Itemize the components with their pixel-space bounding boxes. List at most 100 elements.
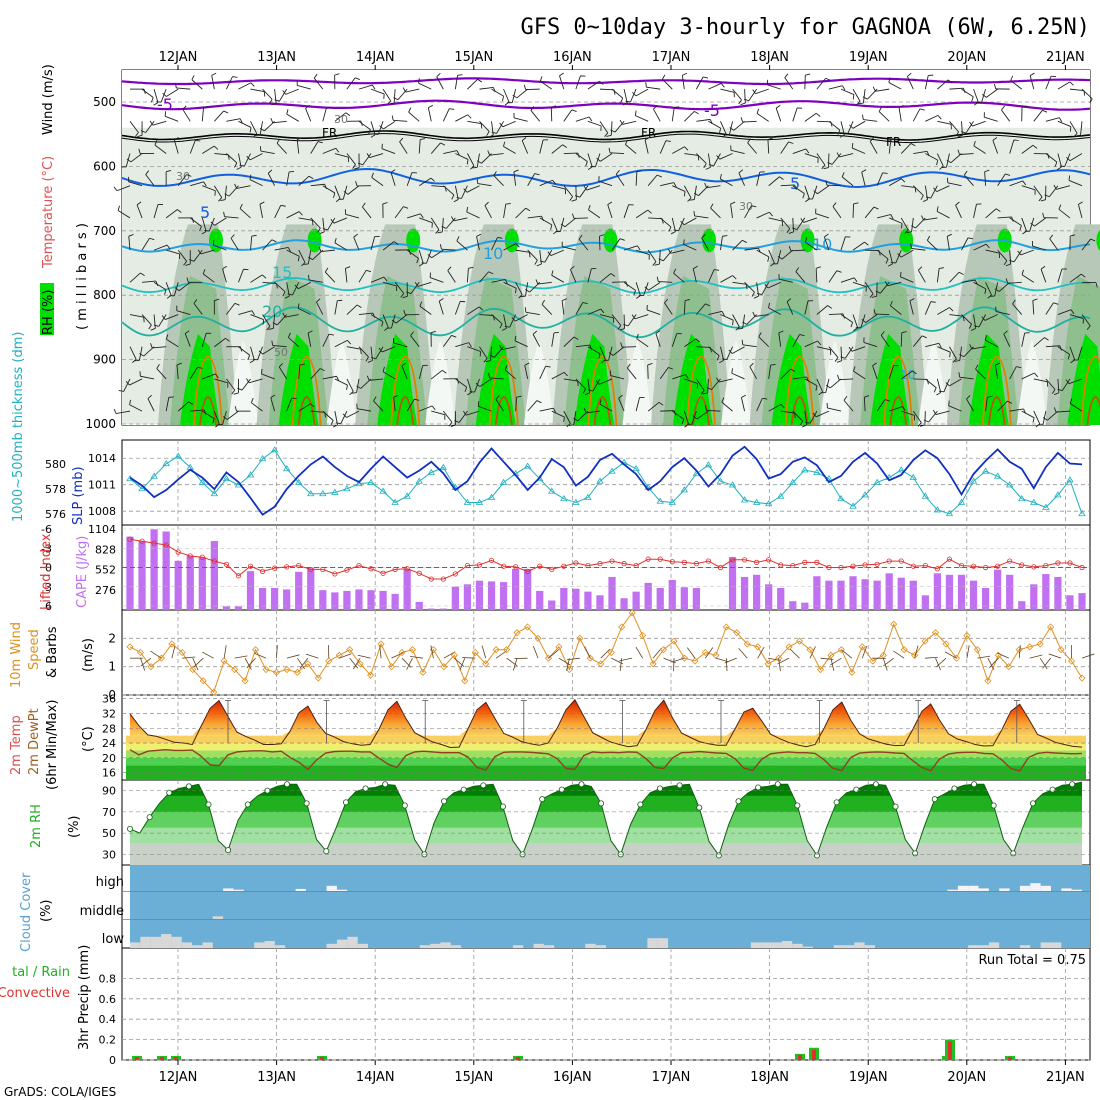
li-point [802,559,808,565]
contour-freezing [121,130,1091,141]
wind-barb-10m [671,657,685,663]
wind-barb-flag [890,214,894,220]
wind-barb-flag [610,129,616,133]
cape-bar [644,582,652,610]
wind-barb [165,282,172,296]
cloud-bar [957,885,969,891]
wind-barb [672,185,686,192]
wind-barb [441,248,456,251]
wind-barb-flag [402,87,406,93]
wind-barb [358,270,367,283]
wind-speed-point [168,640,176,648]
thickness-point [1018,494,1026,502]
wind-barb-flag [955,131,960,137]
dewpoint-line [129,748,1083,772]
wind-barb-flag [1042,417,1048,421]
wind-barb-flag [420,138,426,140]
wind-barb-flag [399,137,404,143]
rh-point [656,785,663,792]
wind-barb-flag [861,319,866,323]
cloud-bar [130,942,141,948]
wind-speed-point [283,665,291,674]
wind-barb-flag [271,239,277,243]
wind-barb-flag [636,333,639,339]
wind-barb [419,217,433,224]
wind-barb-flag [371,84,376,90]
wind-barb-flag [239,164,245,167]
wind-barb-10m [600,648,611,659]
thickness-point [560,494,568,502]
wind-barb-flag [595,380,600,385]
wind-barb [491,314,503,325]
rh-point [1069,781,1076,788]
wind-barb [935,410,950,415]
wind-barb [888,250,894,264]
wind-barb-flag [683,239,685,245]
wind-barb [340,410,348,424]
thickness-point [764,499,773,507]
cape-bar [921,595,929,610]
wind-barb [496,121,504,134]
wind-barb-flag [805,148,810,154]
wind-barb-10m [777,657,790,665]
wind-barb-flag [1005,173,1011,176]
wind-barb [504,369,516,380]
wind-barb-flag [259,127,265,132]
wind-barb-flag [850,322,854,328]
wind-barb-flag [488,271,494,275]
wind-barb [358,120,371,130]
wind-barb-flag [118,389,124,392]
wind-barb [176,310,191,315]
wind-barb-flag [310,403,315,408]
wind-barb-flag [476,178,479,184]
wind-barb [214,217,227,226]
wind-barb-flag [869,293,874,298]
wind-barb-10m [619,657,633,662]
wind-barb-flag [218,197,223,202]
wind-barb-flag [911,225,916,229]
wind-barb [816,77,827,90]
wind-barb-flag [232,76,238,78]
cape-bar [475,580,484,610]
wind-barb [476,153,480,168]
thickness-point [849,502,857,509]
wind-barb [816,305,828,315]
li-point [958,562,965,569]
rh-point [284,781,291,788]
wind-barb [949,271,960,283]
wind-barb [539,179,553,187]
wind-barb [815,410,830,418]
wind-barb-flag [162,92,167,97]
label-lifted-index: Lifted Index [39,533,54,610]
wind-barb-flag [197,249,202,255]
wind-barb-flag [1038,196,1043,202]
wind-barb [662,78,673,90]
cape-bar [1054,576,1062,610]
wind-barb-flag [969,121,973,127]
wind-barb-flag [539,260,545,263]
wind-barb [635,282,641,296]
wind-barb-flag [910,243,912,249]
wind-barb-flag [1005,278,1009,284]
wind-barb-flag [701,234,706,239]
wind-barb-flag [936,206,939,212]
cape-bar [789,601,797,610]
top-date-label: 20JAN [947,50,986,65]
contour-25 [390,355,421,426]
wind-barb [792,107,798,122]
wind-barb-flag [349,391,354,396]
cape-bar [463,584,472,610]
wind-barb-flag [487,150,491,156]
wind-barb [502,120,516,128]
wind-barb-flag [762,397,768,400]
wind-barb [178,281,191,292]
wind-barb-flag [467,391,472,396]
precip-convective-bar [160,1056,164,1060]
cloud-bar [326,885,337,891]
wind-barb [648,281,661,291]
wind-barb [622,120,637,125]
wind-barb [431,185,446,188]
wind-speed-point [1047,623,1055,631]
contour-label: 30 [334,113,348,126]
wind-barb-flag [138,148,141,154]
